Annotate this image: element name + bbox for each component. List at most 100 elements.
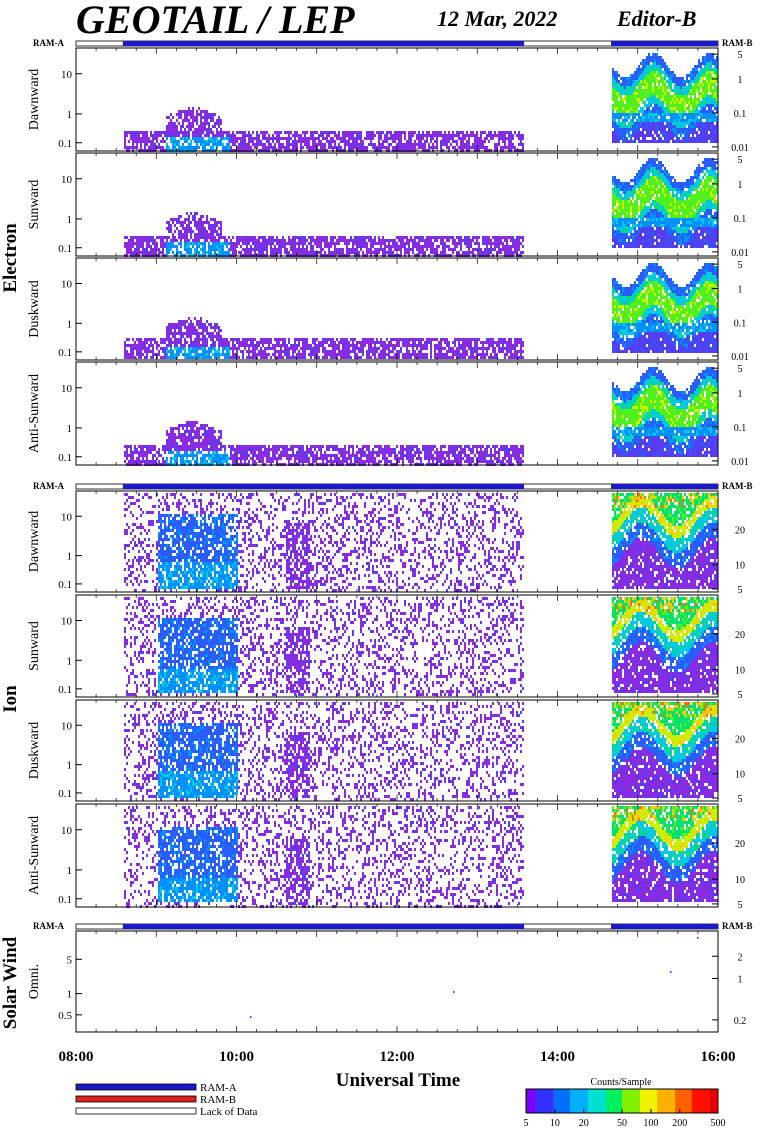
data-cell: [440, 242, 442, 245]
data-cell: [496, 242, 498, 245]
data-cell: [468, 248, 470, 251]
data-cell: [656, 203, 658, 206]
data-cell: [142, 236, 144, 239]
data-cell: [448, 239, 450, 242]
data-cell: [618, 116, 620, 119]
data-cell: [656, 134, 658, 137]
data-cell: [224, 131, 226, 134]
data-cell: [200, 215, 202, 218]
data-cell: [268, 242, 270, 245]
data-cell: [666, 209, 668, 212]
data-cell: [634, 92, 636, 95]
data-cell: [220, 122, 222, 125]
data-cell: [654, 200, 656, 203]
data-cell: [150, 239, 152, 242]
data-cell: [632, 119, 634, 122]
data-cell: [694, 125, 696, 128]
data-cell: [646, 167, 648, 170]
data-cell: [410, 131, 412, 134]
data-cell: [652, 74, 654, 77]
data-cell: [712, 71, 714, 74]
data-cell: [184, 116, 186, 119]
data-cell: [460, 140, 462, 143]
data-cell: [678, 89, 680, 92]
data-cell: [256, 131, 258, 134]
data-cell: [498, 143, 500, 146]
data-cell: [710, 110, 712, 113]
data-cell: [452, 248, 454, 251]
data-cell: [212, 227, 214, 230]
data-cell: [674, 116, 676, 119]
data-cell: [652, 215, 654, 218]
data-cell: [388, 251, 390, 254]
data-cell: [680, 80, 682, 83]
data-cell: [176, 119, 178, 122]
data-cell: [642, 206, 644, 209]
data-cell: [422, 134, 424, 137]
data-cell: [626, 182, 628, 185]
data-cell: [660, 131, 662, 134]
data-cell: [190, 230, 192, 233]
data-cell: [620, 239, 622, 242]
data-cell: [658, 173, 660, 176]
data-cell: [686, 101, 688, 104]
data-cell: [700, 221, 702, 224]
data-cell: [710, 89, 712, 92]
data-cell: [648, 98, 650, 101]
data-cell: [194, 221, 196, 224]
data-cell: [460, 146, 462, 149]
data-cell: [676, 107, 678, 110]
data-cell: [640, 62, 642, 65]
data-cell: [620, 236, 622, 239]
data-cell: [380, 146, 382, 149]
data-cell: [666, 236, 668, 239]
data-cell: [292, 134, 294, 137]
data-cell: [418, 140, 420, 143]
data-cell: [448, 236, 450, 239]
data-cell: [174, 236, 176, 239]
data-cell: [310, 137, 312, 140]
data-cell: [496, 245, 498, 248]
data-cell: [682, 191, 684, 194]
data-cell: [680, 140, 682, 143]
data-cell: [674, 86, 676, 89]
data-cell: [684, 140, 686, 143]
data-cell: [486, 137, 488, 140]
data-cell: [698, 194, 700, 197]
data-cell: [646, 224, 648, 227]
data-cell: [352, 242, 354, 245]
data-cell: [704, 80, 706, 83]
data-cell: [190, 242, 192, 245]
data-cell: [344, 140, 346, 143]
data-cell: [622, 236, 624, 239]
data-cell: [632, 245, 634, 248]
data-cell: [188, 128, 190, 131]
data-cell: [648, 59, 650, 62]
data-cell: [274, 245, 276, 248]
data-cell: [280, 146, 282, 149]
data-cell: [184, 110, 186, 113]
data-cell: [212, 116, 214, 119]
data-cell: [202, 251, 204, 254]
data-cell: [266, 242, 268, 245]
data-cell: [228, 143, 230, 146]
data-cell: [200, 236, 202, 239]
data-cell: [650, 113, 652, 116]
data-cell: [652, 125, 654, 128]
data-cell: [614, 140, 616, 143]
data-cell: [680, 113, 682, 116]
data-cell: [342, 251, 344, 254]
data-cell: [466, 134, 468, 137]
data-cell: [522, 239, 524, 242]
data-cell: [658, 59, 660, 62]
data-cell: [278, 140, 280, 143]
data-cell: [646, 236, 648, 239]
data-cell: [512, 242, 514, 245]
data-cell: [324, 131, 326, 134]
data-cell: [264, 245, 266, 248]
data-cell: [642, 80, 644, 83]
data-cell: [714, 170, 716, 173]
data-cell: [474, 242, 476, 245]
data-cell: [138, 131, 140, 134]
data-cell: [502, 236, 504, 239]
